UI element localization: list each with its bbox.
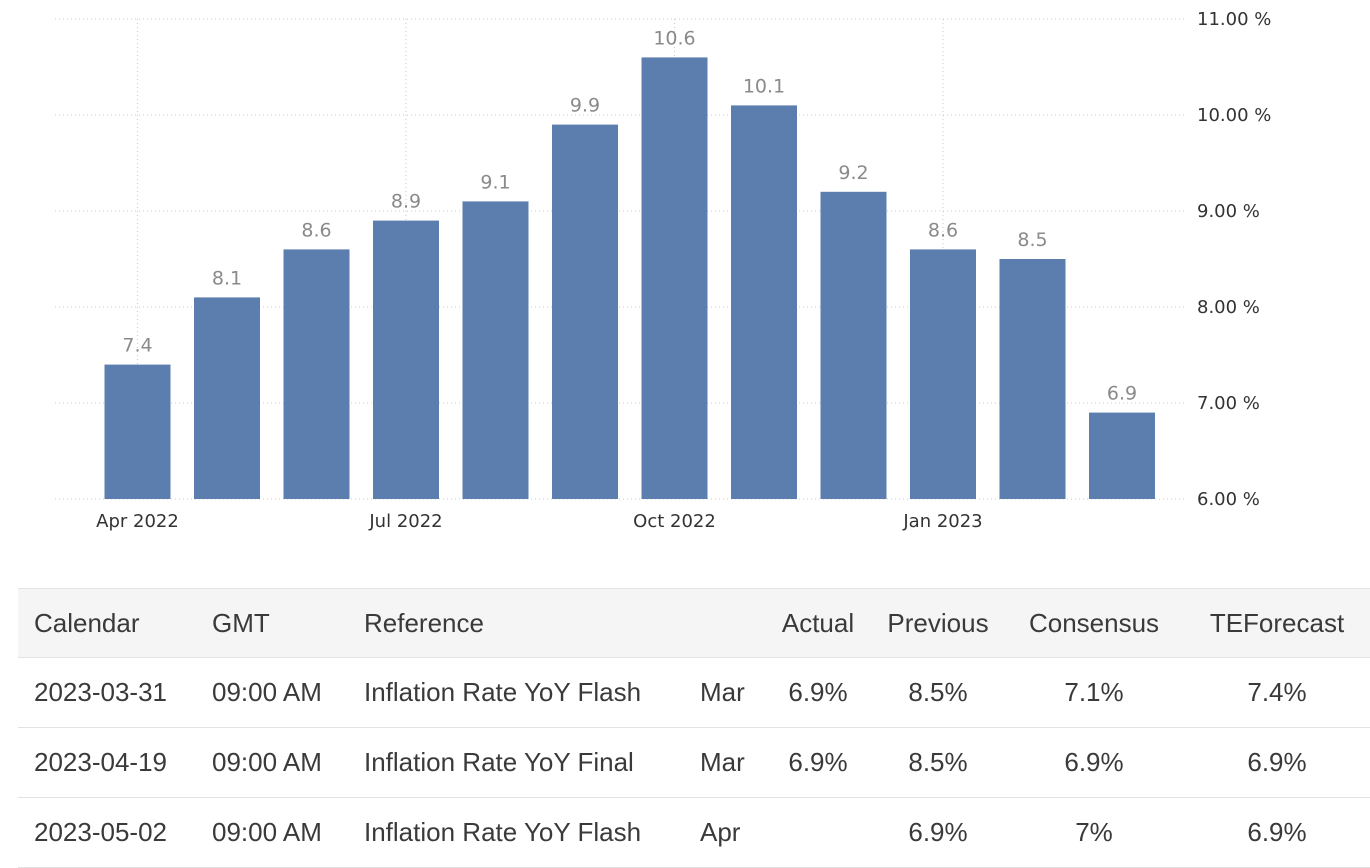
x-tick-label: Apr 2022 [96, 511, 179, 532]
bars [104, 57, 1155, 500]
bar-nov-2022[interactable] [731, 105, 797, 500]
table-header-row: Calendar GMT Reference Actual Previous C… [18, 588, 1370, 658]
bar-jul-2022[interactable] [373, 220, 439, 499]
cell-consensus: 7.1% [1004, 657, 1184, 728]
header-consensus[interactable]: Consensus [1004, 588, 1184, 658]
cell-teforecast: 6.9% [1184, 797, 1370, 868]
bar-value-label: 8.6 [928, 219, 958, 241]
cell-previous: 8.5% [872, 657, 1004, 728]
data-labels: 7.4 8.1 8.6 8.9 9.1 9.9 10.6 10.1 9.2 8.6 8.5 6.9 [122, 27, 1137, 404]
bar-dec-2022[interactable] [820, 191, 887, 500]
header-previous[interactable]: Previous [872, 588, 1004, 658]
bar-value-label: 8.6 [301, 219, 331, 241]
x-axis-ticks: Apr 2022 Jul 2022 Oct 2022 Jan 2023 [96, 511, 982, 532]
bar-value-label: 8.1 [212, 267, 242, 289]
cell-calendar: 2023-04-19 [18, 727, 196, 798]
bar-value-label: 9.2 [838, 162, 868, 184]
header-period [684, 588, 764, 658]
cell-previous: 6.9% [872, 797, 1004, 868]
x-tick-label: Jan 2023 [902, 511, 982, 532]
bar-value-label: 7.4 [122, 335, 152, 357]
cell-actual [764, 797, 872, 868]
header-teforecast[interactable]: TEForecast [1184, 588, 1370, 658]
y-tick-label: 9.00 % [1197, 201, 1260, 222]
bar-sep-2022[interactable] [552, 124, 618, 499]
cell-consensus: 6.9% [1004, 727, 1184, 798]
calendar-table: Calendar GMT Reference Actual Previous C… [18, 588, 1370, 868]
table-row[interactable]: 2023-05-02 09:00 AM Inflation Rate YoY F… [18, 797, 1370, 868]
bar-value-label: 10.6 [653, 27, 695, 49]
cell-gmt: 09:00 AM [196, 657, 348, 728]
cell-period: Mar [684, 727, 764, 798]
cell-reference[interactable]: Inflation Rate YoY Flash [348, 797, 684, 868]
cell-reference[interactable]: Inflation Rate YoY Final [348, 727, 684, 798]
y-tick-label: 10.00 % [1197, 105, 1271, 126]
cell-gmt: 09:00 AM [196, 797, 348, 868]
cell-teforecast: 6.9% [1184, 727, 1370, 798]
bar-jan-2023[interactable] [910, 249, 976, 499]
bar-value-label: 8.9 [391, 191, 421, 213]
bar-feb-2023[interactable] [999, 259, 1066, 499]
table-row[interactable]: 2023-03-31 09:00 AM Inflation Rate YoY F… [18, 657, 1370, 728]
cell-actual: 6.9% [764, 657, 872, 728]
y-tick-label: 7.00 % [1197, 393, 1260, 414]
bar-oct-2022[interactable] [641, 57, 708, 500]
bar-value-label: 9.1 [480, 171, 510, 193]
cell-actual: 6.9% [764, 727, 872, 798]
header-reference[interactable]: Reference [348, 588, 684, 658]
x-tick-label: Jul 2022 [368, 511, 442, 532]
inflation-bar-chart: 7.4 8.1 8.6 8.9 9.1 9.9 10.6 10.1 9.2 8.6 8.5 6.9 6… [55, 9, 1271, 532]
header-calendar[interactable]: Calendar [18, 588, 196, 658]
y-axis-ticks: 6.00 % 7.00 % 8.00 % 9.00 % 10.00 % 11.00 % [1197, 9, 1271, 510]
chart-canvas: 7.4 8.1 8.6 8.9 9.1 9.9 10.6 10.1 9.2 8.6 8.5 6.9 6… [55, 9, 1271, 532]
cell-period: Mar [684, 657, 764, 728]
bar-jun-2022[interactable] [283, 249, 350, 499]
bar-value-label: 8.5 [1017, 229, 1047, 251]
bar-value-label: 6.9 [1107, 383, 1137, 405]
bar-value-label: 9.9 [570, 95, 600, 117]
bar-mar-2023[interactable] [1089, 412, 1155, 499]
y-tick-label: 6.00 % [1197, 489, 1260, 510]
cell-gmt: 09:00 AM [196, 727, 348, 798]
y-tick-label: 8.00 % [1197, 297, 1260, 318]
cell-period: Apr [684, 797, 764, 868]
cell-reference[interactable]: Inflation Rate YoY Flash [348, 657, 684, 728]
table-row[interactable]: 2023-04-19 09:00 AM Inflation Rate YoY F… [18, 727, 1370, 798]
header-gmt[interactable]: GMT [196, 588, 348, 658]
cell-teforecast: 7.4% [1184, 657, 1370, 728]
cell-previous: 8.5% [872, 727, 1004, 798]
bar-value-label: 10.1 [743, 75, 785, 97]
y-tick-label: 11.00 % [1197, 9, 1271, 30]
bar-may-2022[interactable] [194, 297, 260, 499]
bar-aug-2022[interactable] [462, 201, 529, 499]
cell-consensus: 7% [1004, 797, 1184, 868]
cell-calendar: 2023-03-31 [18, 657, 196, 728]
header-actual[interactable]: Actual [764, 588, 872, 658]
cell-calendar: 2023-05-02 [18, 797, 196, 868]
bar-apr-2022[interactable] [104, 364, 171, 499]
x-tick-label: Oct 2022 [633, 511, 716, 532]
